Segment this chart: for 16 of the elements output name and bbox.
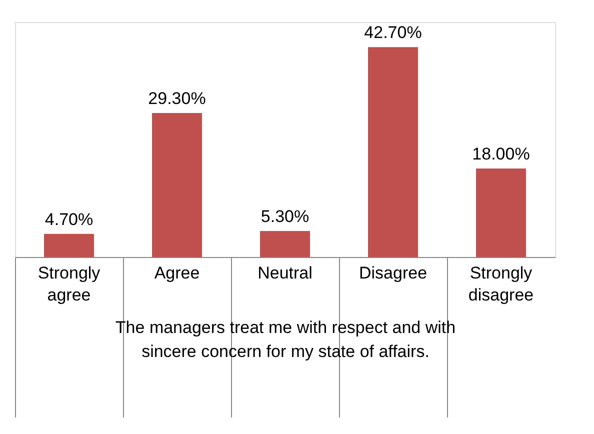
x-tick-label: Strongly disagree [468, 264, 534, 304]
bar [368, 47, 418, 257]
x-tick-label: Disagree [358, 264, 428, 282]
data-label: 18.00% [472, 144, 530, 164]
data-label: 4.70% [44, 210, 94, 229]
x-axis-title: The managers treat me with respect and with sincere concern for my state of affairs. [115, 318, 456, 361]
bar [152, 113, 202, 257]
x-tick-label: Strongly agree [38, 264, 101, 304]
bar [476, 168, 526, 257]
x-tick-label: Agree [154, 264, 200, 282]
data-label: 5.30% [260, 206, 310, 226]
bar [260, 230, 310, 257]
data-label: 29.30% [148, 89, 206, 108]
data-label: 42.70% [364, 23, 422, 42]
bar [44, 234, 94, 257]
x-tick-label: Neutral [258, 264, 312, 282]
